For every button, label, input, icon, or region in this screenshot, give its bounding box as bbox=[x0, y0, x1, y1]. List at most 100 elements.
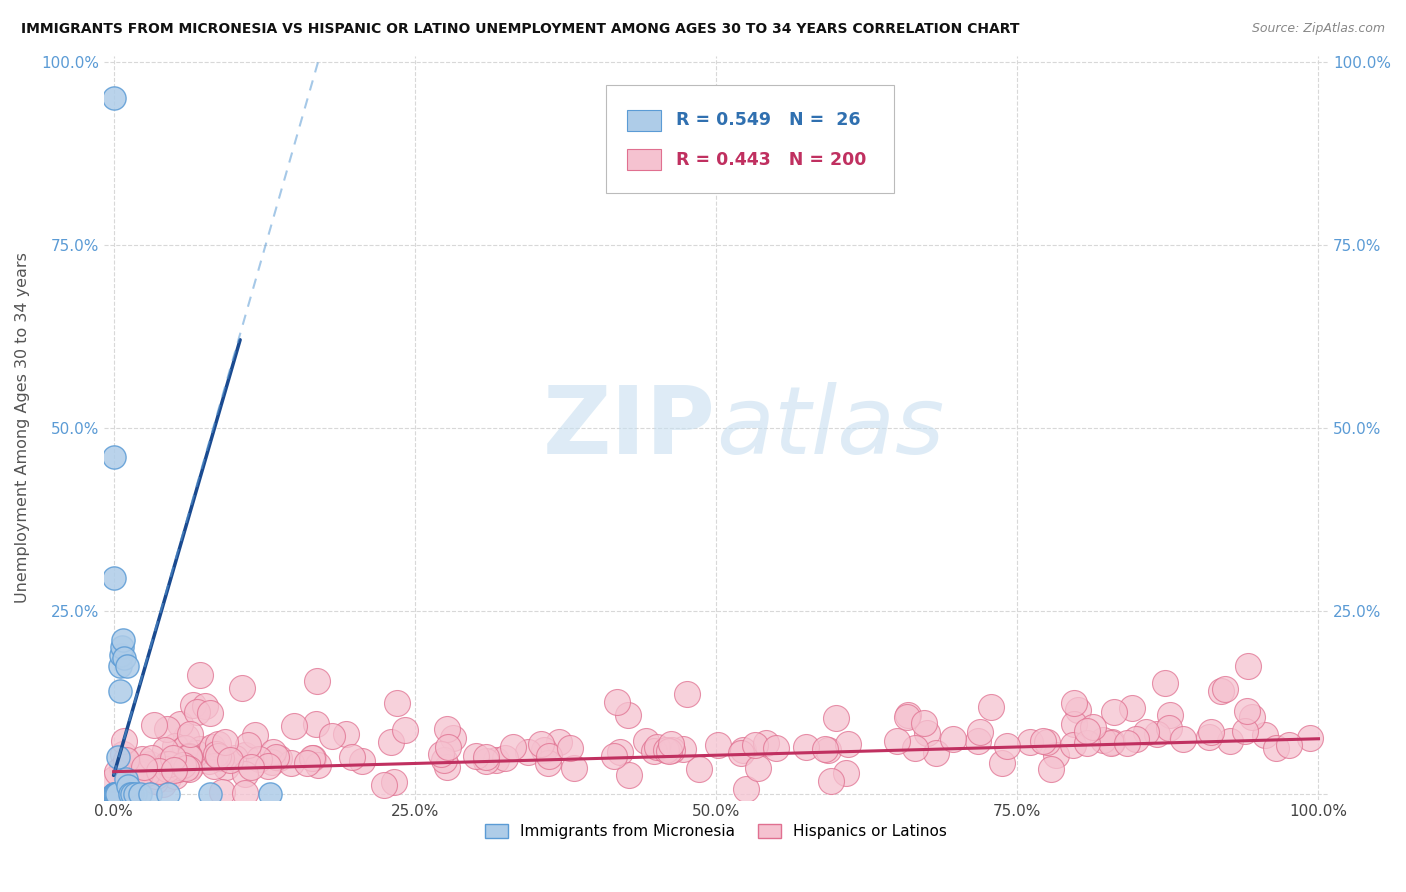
Point bbox=[114, 772, 136, 786]
Point bbox=[1045, 747, 1067, 762]
Point bbox=[533, 742, 555, 756]
Point bbox=[283, 718, 305, 732]
Point bbox=[643, 744, 665, 758]
Point bbox=[1159, 707, 1181, 722]
Point bbox=[115, 754, 138, 768]
Point bbox=[564, 761, 586, 775]
Point bbox=[186, 746, 208, 760]
Legend: Immigrants from Micronesia, Hispanics or Latinos: Immigrants from Micronesia, Hispanics or… bbox=[479, 818, 953, 846]
Point bbox=[1154, 675, 1177, 690]
Point bbox=[494, 751, 516, 765]
Text: R = 0.443   N = 200: R = 0.443 N = 200 bbox=[676, 151, 866, 169]
Point bbox=[110, 648, 132, 662]
Point bbox=[1199, 724, 1222, 739]
Point bbox=[1241, 710, 1264, 724]
Point bbox=[502, 740, 524, 755]
Point bbox=[267, 750, 290, 764]
Point bbox=[1277, 739, 1299, 753]
Point bbox=[538, 748, 561, 763]
Point bbox=[755, 735, 778, 749]
Point bbox=[105, 764, 128, 779]
Point bbox=[233, 767, 256, 781]
Point bbox=[1209, 684, 1232, 698]
Point bbox=[897, 708, 920, 723]
Point bbox=[837, 737, 859, 751]
Point bbox=[186, 705, 208, 719]
Point bbox=[139, 757, 162, 772]
Point bbox=[321, 729, 343, 743]
Point bbox=[1067, 704, 1090, 718]
Point bbox=[112, 764, 135, 779]
Point bbox=[257, 759, 280, 773]
Point bbox=[744, 739, 766, 753]
Point bbox=[295, 756, 318, 770]
Point bbox=[231, 681, 253, 696]
Point bbox=[730, 746, 752, 760]
Point bbox=[179, 763, 201, 777]
Point bbox=[1081, 720, 1104, 734]
Point bbox=[166, 762, 188, 776]
Point bbox=[156, 772, 179, 786]
Point bbox=[1254, 727, 1277, 741]
Point bbox=[173, 741, 195, 756]
Point bbox=[1063, 717, 1085, 731]
Point bbox=[1032, 733, 1054, 747]
Point bbox=[120, 787, 142, 801]
Point bbox=[373, 778, 395, 792]
Point bbox=[156, 762, 179, 776]
Point bbox=[112, 747, 135, 761]
Point bbox=[143, 774, 166, 789]
Point bbox=[688, 762, 710, 776]
Point bbox=[765, 740, 787, 755]
Point bbox=[817, 743, 839, 757]
Point bbox=[645, 740, 668, 755]
Point bbox=[658, 744, 681, 758]
Point bbox=[218, 753, 240, 767]
Point bbox=[214, 735, 236, 749]
Point bbox=[537, 756, 560, 771]
Point bbox=[896, 710, 918, 724]
Text: IMMIGRANTS FROM MICRONESIA VS HISPANIC OR LATINO UNEMPLOYMENT AMONG AGES 30 TO 3: IMMIGRANTS FROM MICRONESIA VS HISPANIC O… bbox=[21, 22, 1019, 37]
Point bbox=[340, 750, 363, 764]
Point bbox=[148, 764, 170, 778]
Point bbox=[655, 743, 678, 757]
Point bbox=[1198, 730, 1220, 744]
Text: R = 0.549   N =  26: R = 0.549 N = 26 bbox=[676, 112, 860, 129]
Point bbox=[904, 740, 927, 755]
Point bbox=[260, 755, 283, 769]
Point bbox=[134, 760, 156, 774]
Point bbox=[912, 716, 935, 731]
Point bbox=[307, 757, 329, 772]
Point bbox=[112, 733, 135, 747]
Point bbox=[259, 787, 281, 801]
Point bbox=[179, 750, 201, 764]
Point bbox=[169, 760, 191, 774]
Point bbox=[238, 739, 260, 753]
Point bbox=[547, 735, 569, 749]
Point bbox=[835, 766, 858, 780]
Point bbox=[1125, 732, 1147, 747]
Point bbox=[103, 571, 125, 585]
Point bbox=[1135, 725, 1157, 739]
Point bbox=[108, 684, 131, 698]
Point bbox=[484, 753, 506, 767]
Point bbox=[114, 651, 136, 665]
Point bbox=[224, 751, 246, 765]
Point bbox=[103, 91, 125, 105]
Point bbox=[430, 747, 453, 761]
Point bbox=[661, 737, 683, 751]
Point bbox=[1116, 736, 1139, 750]
Point bbox=[436, 760, 458, 774]
Point bbox=[335, 727, 357, 741]
Point bbox=[302, 751, 325, 765]
Point bbox=[190, 668, 212, 682]
Point bbox=[747, 761, 769, 775]
Point bbox=[181, 698, 204, 713]
Point bbox=[617, 767, 640, 781]
Point bbox=[121, 761, 143, 775]
Point bbox=[516, 745, 538, 759]
Point bbox=[107, 750, 129, 764]
Point bbox=[233, 786, 256, 800]
Text: ZIP: ZIP bbox=[543, 382, 716, 474]
FancyBboxPatch shape bbox=[627, 110, 661, 131]
